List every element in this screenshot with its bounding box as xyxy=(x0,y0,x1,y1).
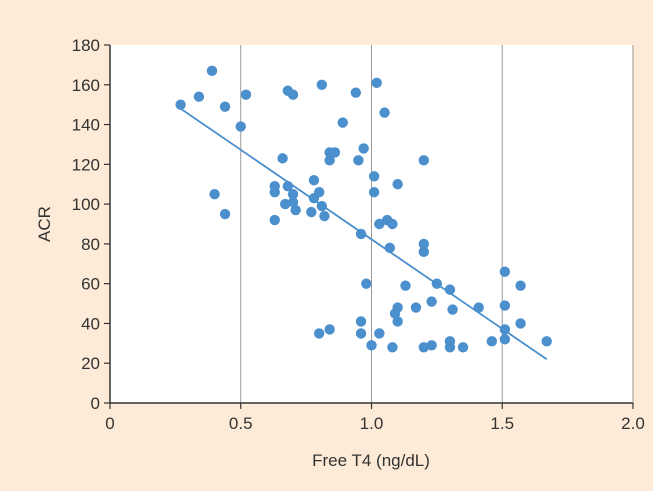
scatter-point xyxy=(219,208,231,220)
y-tick-label: 120 xyxy=(72,155,100,174)
y-tick-label: 140 xyxy=(72,116,100,135)
scatter-point xyxy=(353,155,364,166)
scatter-point xyxy=(316,79,328,90)
scatter-point xyxy=(287,196,299,208)
scatter-point xyxy=(387,218,398,230)
scatter-point xyxy=(269,186,280,198)
scatter-point xyxy=(426,296,437,307)
scatter-point xyxy=(277,153,288,164)
scatter-point xyxy=(379,107,390,118)
scatter-point xyxy=(361,278,372,289)
scatter-point xyxy=(350,87,362,98)
scatter-point xyxy=(368,186,380,198)
x-tick-label: 0 xyxy=(105,414,114,433)
scatter-point xyxy=(287,188,299,200)
scatter-point xyxy=(306,206,317,218)
scatter-point xyxy=(193,91,205,102)
scatter-point xyxy=(314,328,325,339)
scatter-point xyxy=(499,334,511,345)
y-tick-label: 100 xyxy=(72,195,100,214)
scatter-point xyxy=(541,336,552,347)
y-tick-labels: 0 20 40 60 80 100 120 140 160 180 xyxy=(72,36,100,413)
scatter-point xyxy=(329,147,341,158)
scatter-point xyxy=(447,304,458,315)
scatter-point xyxy=(355,316,367,327)
scatter-point xyxy=(389,308,401,319)
scatter-point xyxy=(515,318,526,329)
scatter-point xyxy=(175,99,186,110)
scatter-point xyxy=(319,210,330,222)
x-tick-label: 0.5 xyxy=(229,414,253,433)
trendline xyxy=(180,107,548,360)
scatter-point xyxy=(206,65,218,77)
scatter-point xyxy=(392,316,403,327)
scatter-point xyxy=(499,300,511,311)
y-tick-label: 40 xyxy=(81,314,100,333)
scatter-point xyxy=(387,342,398,353)
x-tick-label: 1.5 xyxy=(490,414,514,433)
scatter-point xyxy=(515,280,526,291)
scatter-point xyxy=(486,336,497,347)
scatter-point xyxy=(418,342,429,353)
y-tick-label: 180 xyxy=(72,36,100,55)
x-tick-label: 1.0 xyxy=(360,414,384,433)
scatter-point xyxy=(444,342,456,353)
x-tick-labels: 0 0.5 1.0 1.5 2.0 xyxy=(105,414,645,433)
y-tick-label: 0 xyxy=(91,394,100,413)
scatter-point xyxy=(368,171,380,182)
scatter-point xyxy=(280,198,291,210)
scatter-point xyxy=(324,324,335,335)
data-points xyxy=(175,65,552,353)
scatter-point xyxy=(355,328,367,339)
y-tick-label: 20 xyxy=(81,354,100,373)
scatter-point xyxy=(499,266,511,277)
scatter-point xyxy=(392,179,403,190)
scatter-point xyxy=(410,302,422,313)
y-tick-label: 160 xyxy=(72,76,100,95)
y-tick-label: 60 xyxy=(81,275,100,294)
tick-marks xyxy=(104,44,634,409)
scatter-point xyxy=(371,77,382,88)
y-axis-title: ACR xyxy=(35,206,54,242)
scatter-point xyxy=(337,117,348,128)
scatter-point xyxy=(418,238,429,250)
scatter-point xyxy=(366,340,377,351)
scatter-point xyxy=(426,340,437,351)
scatter-point xyxy=(324,155,335,166)
scatter-point xyxy=(290,204,301,216)
scatter-point xyxy=(209,188,220,200)
scatter-point xyxy=(235,121,246,132)
scatter-point xyxy=(219,101,231,112)
scatter-point xyxy=(457,342,469,353)
scatter-point xyxy=(418,155,429,166)
scatter-point xyxy=(418,246,429,258)
scatter-point xyxy=(308,175,320,186)
x-axis-title: Free T4 (ng/dL) xyxy=(312,451,430,470)
scatter-point xyxy=(374,328,385,339)
x-tick-label: 2.0 xyxy=(621,414,645,433)
scatter-point xyxy=(314,186,325,198)
scatter-point xyxy=(269,214,280,226)
scatter-point xyxy=(374,218,385,230)
scatter-point xyxy=(358,143,369,154)
scatter-point xyxy=(400,280,411,291)
scatter-point xyxy=(240,89,252,100)
scatter-point xyxy=(287,89,299,100)
y-tick-label: 80 xyxy=(81,235,100,254)
